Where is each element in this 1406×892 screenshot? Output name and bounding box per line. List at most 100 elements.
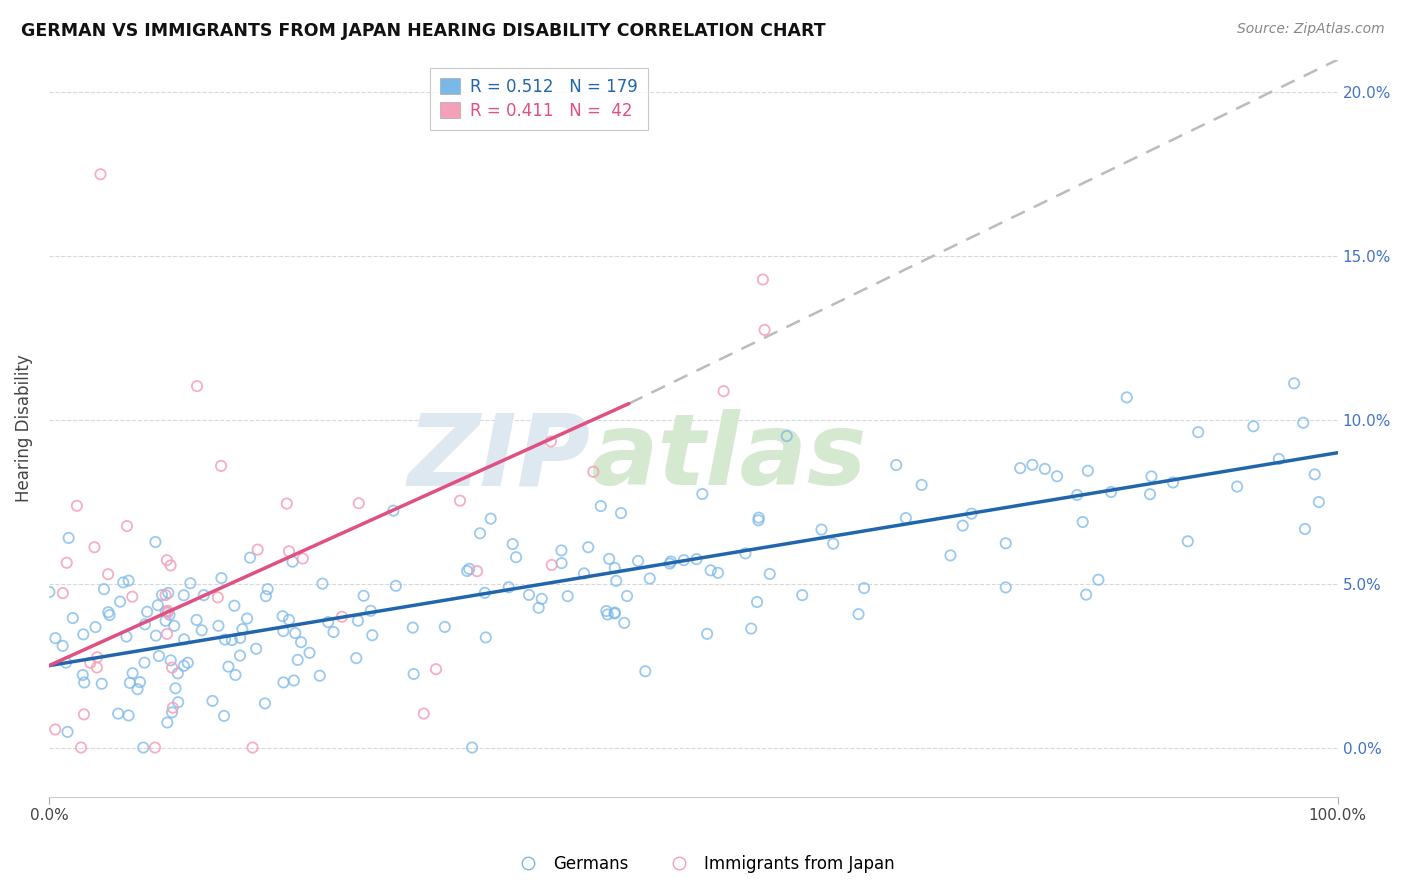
- Point: [613, 615, 636, 630]
- Point: [713, 384, 735, 399]
- Point: [281, 555, 304, 569]
- Point: [254, 589, 277, 603]
- Point: [217, 659, 239, 673]
- Point: [479, 511, 502, 525]
- Point: [610, 506, 633, 520]
- Point: [823, 537, 845, 551]
- Y-axis label: Hearing Disability: Hearing Disability: [15, 354, 32, 502]
- Point: [90, 677, 112, 691]
- Point: [1139, 487, 1161, 501]
- Point: [910, 478, 932, 492]
- Point: [118, 676, 141, 690]
- Point: [402, 621, 425, 635]
- Point: [425, 662, 447, 676]
- Point: [502, 537, 524, 551]
- Point: [231, 622, 253, 636]
- Point: [209, 458, 232, 473]
- Point: [242, 740, 264, 755]
- Point: [382, 504, 405, 518]
- Point: [108, 594, 131, 608]
- Point: [52, 586, 75, 600]
- Point: [245, 641, 267, 656]
- Point: [527, 600, 550, 615]
- Point: [55, 556, 77, 570]
- Point: [758, 566, 780, 581]
- Point: [1087, 573, 1109, 587]
- Point: [1282, 376, 1305, 391]
- Point: [55, 656, 77, 670]
- Point: [685, 552, 707, 566]
- Point: [155, 588, 177, 602]
- Point: [616, 589, 638, 603]
- Point: [474, 586, 496, 600]
- Point: [236, 611, 259, 625]
- Point: [627, 554, 650, 568]
- Point: [475, 631, 498, 645]
- Point: [672, 553, 695, 567]
- Point: [73, 675, 96, 690]
- Point: [659, 555, 682, 569]
- Point: [86, 650, 108, 665]
- Point: [316, 615, 339, 629]
- Point: [344, 651, 367, 665]
- Point: [589, 499, 612, 513]
- Point: [572, 566, 595, 581]
- Point: [136, 605, 159, 619]
- Point: [229, 648, 252, 663]
- Point: [530, 591, 553, 606]
- Point: [776, 429, 799, 443]
- Point: [271, 609, 294, 624]
- Point: [1308, 495, 1330, 509]
- Legend: Germans, Immigrants from Japan: Germans, Immigrants from Japan: [505, 848, 901, 880]
- Point: [745, 595, 768, 609]
- Point: [134, 617, 156, 632]
- Point: [1115, 391, 1137, 405]
- Point: [256, 582, 278, 596]
- Point: [582, 465, 605, 479]
- Point: [1140, 469, 1163, 483]
- Point: [155, 614, 177, 628]
- Point: [212, 709, 235, 723]
- Point: [155, 605, 177, 619]
- Point: [994, 536, 1017, 550]
- Point: [290, 635, 312, 649]
- Point: [73, 707, 96, 722]
- Point: [810, 523, 832, 537]
- Point: [1187, 425, 1209, 440]
- Point: [146, 598, 169, 612]
- Point: [385, 579, 408, 593]
- Point: [83, 540, 105, 554]
- Point: [740, 622, 762, 636]
- Point: [121, 666, 143, 681]
- Point: [1292, 416, 1315, 430]
- Point: [186, 379, 208, 393]
- Point: [308, 669, 330, 683]
- Point: [165, 681, 187, 696]
- Point: [605, 574, 627, 588]
- Point: [278, 613, 301, 627]
- Point: [157, 586, 180, 600]
- Point: [1010, 461, 1032, 475]
- Point: [66, 499, 89, 513]
- Point: [97, 605, 120, 619]
- Point: [117, 708, 139, 723]
- Point: [38, 585, 60, 599]
- Point: [70, 740, 93, 755]
- Point: [848, 607, 870, 621]
- Point: [177, 656, 200, 670]
- Point: [456, 564, 478, 578]
- Point: [156, 715, 179, 730]
- Point: [1268, 452, 1291, 467]
- Point: [44, 631, 66, 645]
- Point: [246, 542, 269, 557]
- Point: [179, 576, 201, 591]
- Point: [603, 561, 626, 575]
- Point: [278, 544, 301, 558]
- Point: [97, 567, 120, 582]
- Point: [792, 588, 814, 602]
- Legend: R = 0.512   N = 179, R = 0.411   N =  42: R = 0.512 N = 179, R = 0.411 N = 42: [430, 68, 648, 129]
- Point: [505, 550, 527, 565]
- Point: [112, 575, 135, 590]
- Point: [209, 571, 232, 585]
- Point: [347, 496, 370, 510]
